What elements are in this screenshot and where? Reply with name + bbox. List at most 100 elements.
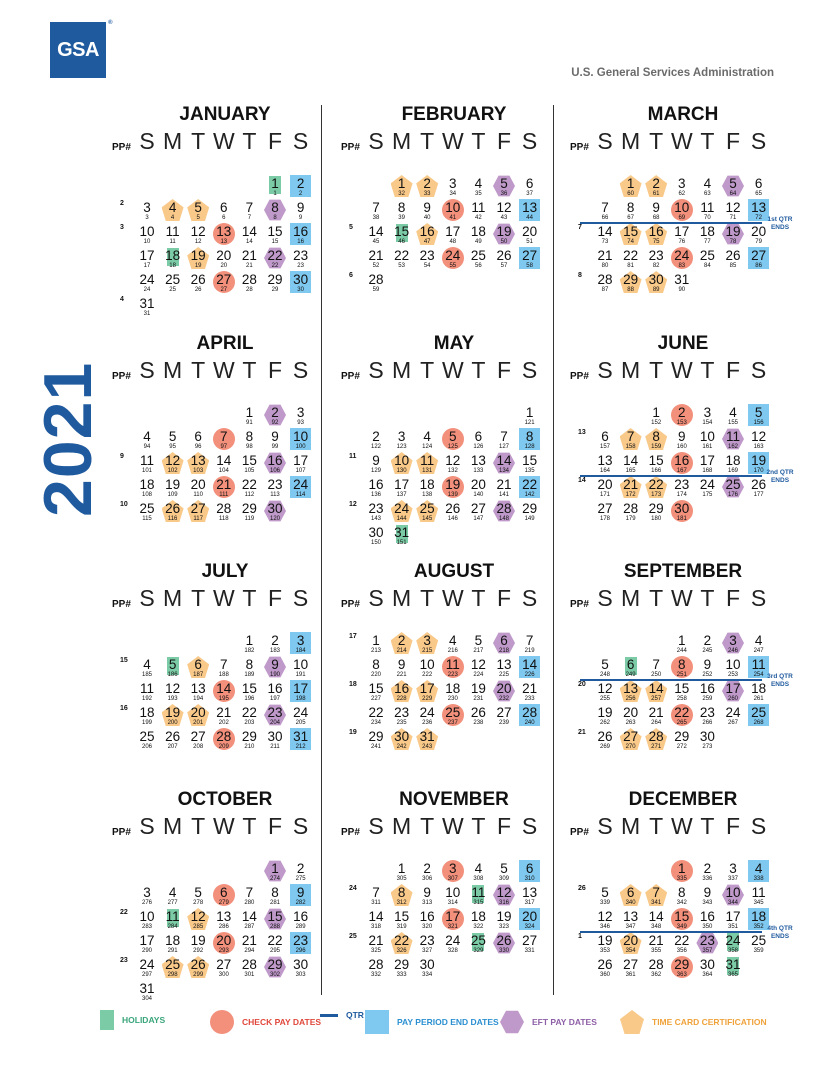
day-number: 27 [522, 933, 538, 948]
day-number: 24 [139, 957, 155, 972]
weekday-header: W [670, 585, 693, 611]
day-number: 9 [296, 885, 305, 900]
legend-item-pent: TIME CARD CERTIFICATION [620, 1010, 767, 1034]
weekday-header: S [597, 357, 613, 383]
hex-icon [500, 1010, 524, 1034]
weekday-header: F [725, 357, 741, 383]
day-of-year: 169 [727, 468, 738, 474]
holiday-marker [395, 525, 408, 543]
day-of-year: 77 [704, 239, 711, 245]
day-number: 20 [496, 681, 512, 696]
weekday-header: T [191, 357, 206, 383]
weekday-header: M [163, 585, 183, 611]
day-of-year: 310 [524, 876, 535, 882]
day-number: 2 [678, 405, 686, 420]
day-of-year: 103 [193, 468, 204, 474]
day-number: 2 [652, 176, 660, 191]
time-card-marker [161, 199, 184, 221]
day-of-year: 123 [396, 444, 407, 450]
day-number: 1 [271, 176, 279, 191]
day-of-year: 53 [398, 263, 405, 269]
day-number: 23 [674, 477, 690, 492]
day-of-year: 355 [651, 948, 662, 954]
day-of-year: 50 [500, 239, 508, 245]
day-of-year: 95 [169, 444, 176, 450]
holiday-marker [166, 657, 179, 675]
day-of-year: 265 [676, 720, 687, 726]
day-of-year: 283 [141, 924, 152, 930]
day-of-year: 297 [141, 972, 152, 978]
day-number: 26 [597, 729, 613, 744]
pent-icon [620, 1010, 644, 1034]
day-number: 21 [241, 248, 257, 263]
day-of-year: 253 [727, 672, 738, 678]
weekday-header: S [597, 813, 613, 839]
day-of-year: 52 [372, 263, 380, 269]
day-of-year: 136 [370, 492, 381, 498]
day-of-year: 129 [370, 468, 381, 474]
pay-period-number: 11 [349, 453, 357, 460]
day-of-year: 48 [449, 239, 457, 245]
day-number: 10 [699, 429, 715, 444]
gsa-logo: GSA ® [50, 20, 112, 78]
day-number: 17 [419, 681, 435, 696]
weekday-header: W [441, 813, 464, 839]
day-of-year: 23 [297, 263, 304, 269]
day-of-year: 40 [423, 215, 431, 221]
day-number: 14 [368, 224, 384, 239]
day-number: 7 [652, 657, 660, 672]
day-number: 31 [725, 957, 741, 972]
time-card-marker [619, 271, 642, 293]
day-number: 29 [267, 957, 283, 972]
weekday-header: T [242, 357, 257, 383]
day-of-year: 75 [652, 239, 660, 245]
day-of-year: 205 [295, 720, 306, 726]
day-of-year: 280 [244, 900, 255, 906]
day-number: 9 [423, 885, 431, 900]
day-of-year: 10 [143, 239, 151, 245]
day-number: 26 [190, 957, 206, 972]
day-of-year: 91 [246, 420, 253, 426]
day-of-year: 62 [678, 191, 686, 197]
day-of-year: 337 [727, 876, 738, 882]
day-number: 14 [597, 224, 613, 239]
day-number: 1 [678, 861, 686, 876]
pay-period-end-marker [519, 860, 541, 882]
day-number: 20 [470, 477, 486, 492]
weekday-header: T [242, 585, 257, 611]
day-of-year: 143 [370, 516, 381, 522]
day-number: 16 [267, 453, 283, 468]
day-of-year: 162 [727, 444, 738, 450]
day-of-year: 227 [370, 696, 381, 702]
day-of-year: 176 [727, 492, 738, 498]
weekday-header: S [750, 585, 767, 611]
day-of-year: 197 [269, 696, 280, 702]
day-of-year: 208 [193, 744, 204, 750]
day-number: 26 [597, 957, 613, 972]
day-of-year: 341 [651, 900, 662, 906]
day-number: 5 [474, 633, 483, 648]
eft-pay-date-marker [493, 680, 515, 702]
day-number: 6 [525, 861, 534, 876]
day-of-year: 343 [702, 900, 713, 906]
pay-period-end-marker [290, 932, 312, 954]
day-of-year: 132 [447, 468, 458, 474]
day-of-year: 30 [297, 287, 304, 293]
day-number: 29 [241, 501, 257, 516]
day-number: 13 [522, 885, 538, 900]
day-number: 15 [394, 224, 410, 239]
day-number: 8 [397, 885, 406, 900]
pay-period-number: 26 [578, 885, 586, 892]
day-of-year: 233 [524, 696, 535, 702]
day-of-year: 152 [651, 420, 662, 426]
day-of-year: 12 [194, 239, 202, 245]
day-of-year: 147 [473, 516, 484, 522]
day-of-year: 170 [753, 468, 764, 474]
day-of-year: 11 [169, 239, 176, 245]
day-of-year: 119 [244, 516, 255, 522]
day-number: 17 [394, 477, 410, 492]
day-of-year: 60 [627, 191, 634, 197]
day-of-year: 333 [396, 972, 407, 978]
day-number: 28 [648, 729, 664, 744]
day-number: 31 [674, 272, 690, 287]
